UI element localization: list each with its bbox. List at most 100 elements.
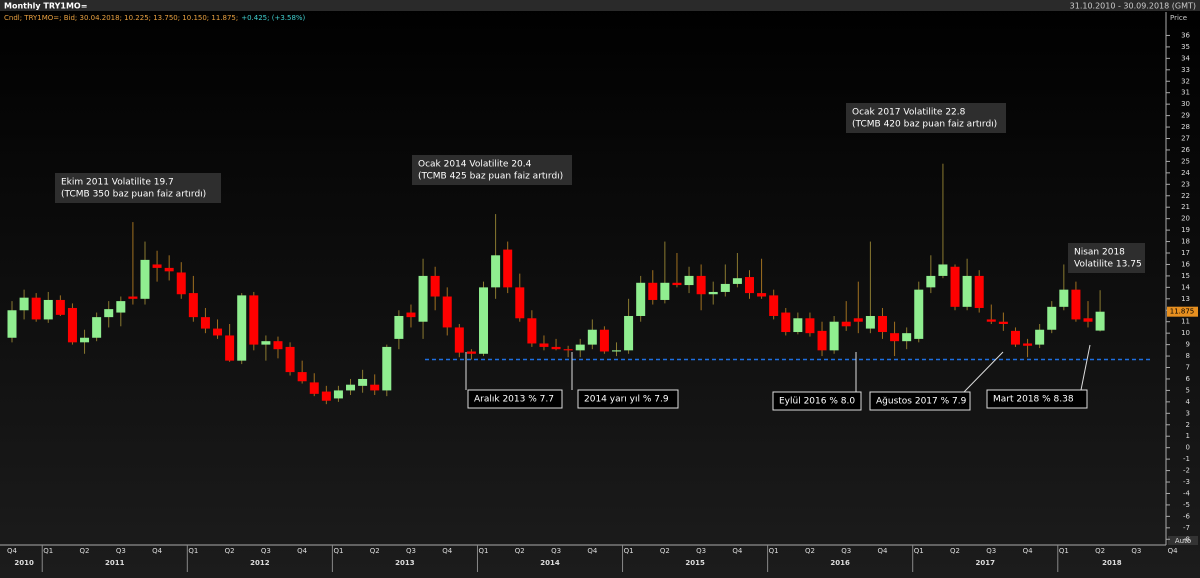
y-tick-label: 30	[1181, 100, 1190, 108]
candle-body	[1095, 311, 1105, 331]
x-tick-label: Q1	[188, 547, 198, 555]
year-label: 2017	[976, 559, 996, 567]
candle-body	[865, 315, 875, 329]
x-tick-label: Q1	[624, 547, 634, 555]
candle-body	[503, 249, 513, 288]
candle-body	[877, 315, 887, 333]
candle-body	[551, 346, 561, 350]
candle-body	[624, 315, 634, 351]
x-tick-label: Q2	[1095, 547, 1105, 555]
x-tick-label: Q1	[333, 547, 343, 555]
candle-body	[1023, 343, 1033, 346]
x-tick-label: Q3	[1131, 547, 1141, 555]
annotation-box	[846, 103, 1006, 133]
candle-body	[92, 317, 102, 338]
annotation-box	[55, 173, 221, 203]
candle-body	[684, 275, 694, 286]
candle-body	[1047, 306, 1057, 330]
candle-body	[491, 255, 501, 288]
candle-body	[80, 337, 90, 343]
candle-body	[55, 299, 65, 315]
candle-body	[454, 327, 464, 353]
candle-body	[479, 287, 489, 354]
y-tick-label: 28	[1181, 123, 1190, 131]
y-tick-label: 9	[1186, 341, 1190, 349]
scale-label: Auto	[1175, 537, 1191, 545]
candle-body	[938, 264, 948, 276]
annotation-text: (TCMB 425 baz puan faiz artırdı)	[418, 172, 563, 182]
y-tick-label: 0	[1186, 444, 1190, 452]
candle-body	[430, 275, 440, 297]
y-tick-label: 33	[1181, 66, 1190, 74]
candle-body	[176, 272, 186, 295]
candle-body	[732, 278, 742, 284]
candle-body	[104, 309, 114, 318]
candle-body	[587, 329, 597, 345]
x-tick-label: Q4	[1168, 547, 1179, 555]
candle-body	[974, 275, 984, 308]
candle-body	[648, 282, 658, 300]
candle-body	[358, 378, 368, 386]
candle-body	[249, 295, 259, 345]
candle-body	[19, 297, 29, 311]
candle-body	[757, 293, 767, 297]
candle-body	[817, 330, 827, 351]
year-label: 2012	[250, 559, 270, 567]
x-tick-label: Q4	[587, 547, 598, 555]
y-tick-label: 18	[1181, 238, 1190, 246]
y-tick-label: 26	[1181, 146, 1190, 154]
y-tick-label: 13	[1181, 295, 1190, 303]
y-tick-label: 23	[1181, 180, 1190, 188]
y-tick-label: 29	[1181, 112, 1190, 120]
x-tick-label: Q4	[442, 547, 453, 555]
candle-body	[575, 344, 585, 351]
y-tick-label: 15	[1181, 272, 1190, 280]
x-tick-label: Q2	[515, 547, 525, 555]
y-tick-label: 7	[1186, 364, 1190, 372]
candle-body	[781, 312, 791, 333]
x-tick-label: Q2	[370, 547, 380, 555]
candle-body	[708, 291, 718, 295]
annotation-text: Ağustos 2017 % 7.9	[876, 397, 967, 407]
candle-body	[406, 312, 416, 318]
y-tick-label: 5	[1186, 386, 1190, 394]
x-tick-label: Q4	[1023, 547, 1034, 555]
candle-body	[793, 318, 803, 333]
y-tick-label: -3	[1183, 478, 1190, 486]
candle-body	[672, 282, 682, 286]
x-tick-label: Q1	[769, 547, 779, 555]
title-bar	[0, 0, 1200, 11]
annotation-text: (TCMB 420 baz puan faiz artırdı)	[852, 120, 997, 130]
annotation-box	[577, 389, 679, 409]
candle-body	[515, 287, 525, 319]
x-tick-label: Q1	[1059, 547, 1069, 555]
candle-body	[902, 333, 912, 342]
leader-line	[963, 351, 1004, 393]
year-label: 2011	[105, 559, 125, 567]
candle-body	[466, 351, 476, 354]
x-tick-label: Q3	[406, 547, 416, 555]
annotation-box	[412, 155, 572, 185]
y-tick-label: 35	[1181, 43, 1190, 51]
candle-body	[841, 321, 851, 327]
year-label: 2013	[395, 559, 415, 567]
candle-body	[1059, 289, 1069, 307]
info: Cndl; TRY1MO=; Bid; 30.04.2018; 10.225; …	[4, 14, 238, 22]
candle-body	[998, 321, 1008, 325]
candle-body	[926, 275, 936, 288]
x-tick-label: Q3	[261, 547, 271, 555]
y-tick-label: 6	[1186, 375, 1191, 383]
y-tick-label: -4	[1183, 489, 1191, 497]
candle-body	[225, 335, 235, 361]
y-tick-label: 27	[1181, 135, 1190, 143]
candle-body	[527, 318, 537, 344]
annotation-text: Volatilite 13.75	[1074, 260, 1142, 270]
candle-body	[382, 346, 392, 391]
x-tick-label: Q4	[152, 547, 163, 555]
candle-body	[612, 350, 621, 352]
candle-body	[116, 301, 126, 313]
candle-body	[200, 317, 210, 329]
candle-body	[829, 321, 839, 351]
y-tick-label: 16	[1181, 260, 1190, 268]
